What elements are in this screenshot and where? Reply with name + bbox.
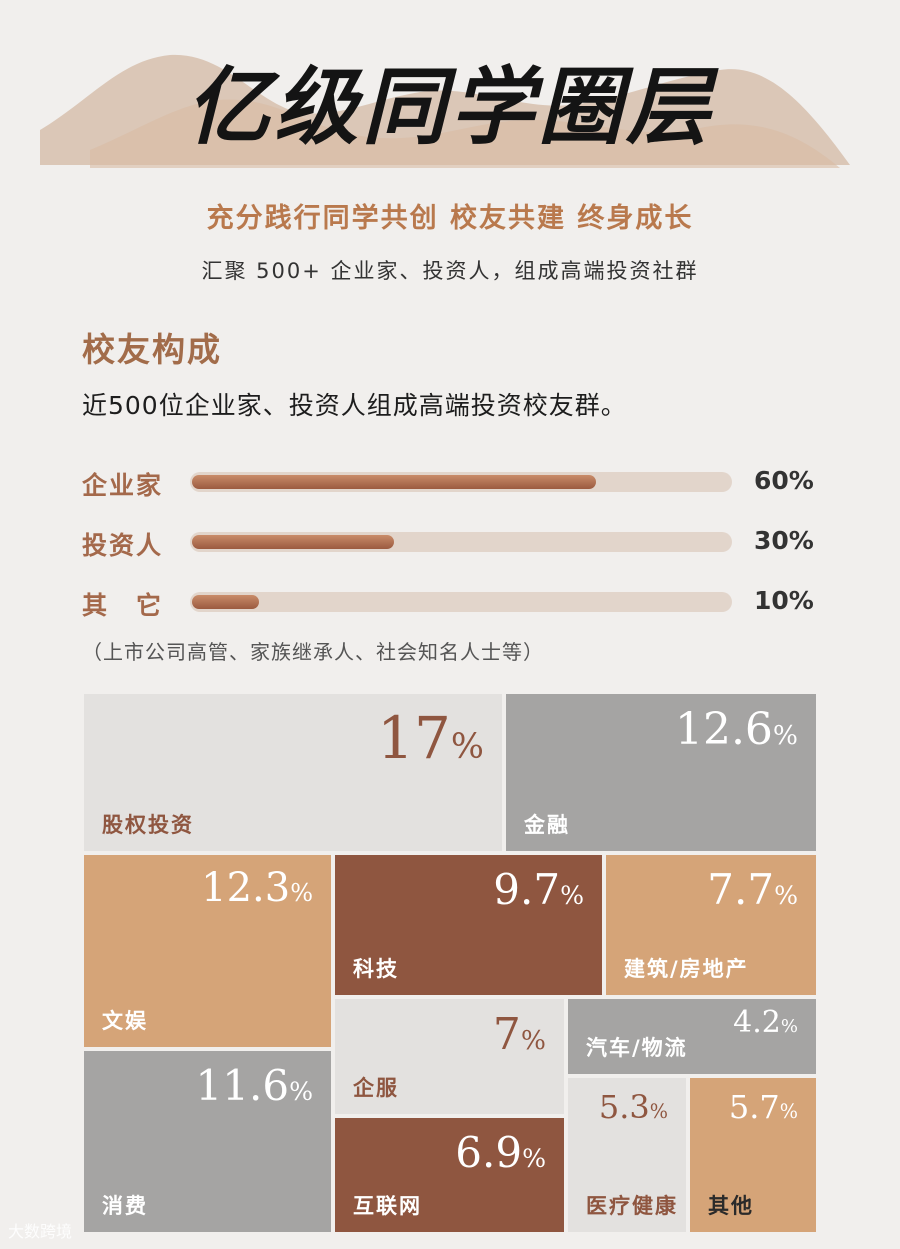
section-description: 近500位企业家、投资人组成高端投资校友群。 bbox=[82, 391, 627, 420]
treemap-label: 文娱 bbox=[102, 1009, 148, 1033]
bar-label: 其 它 bbox=[82, 591, 164, 620]
treemap-tile: 7.7% 建筑/房地产 bbox=[604, 853, 818, 997]
treemap-label: 建筑/房地产 bbox=[624, 957, 749, 981]
treemap-value: 12.3% bbox=[201, 865, 313, 911]
treemap-label: 互联网 bbox=[353, 1194, 422, 1218]
treemap-value-unit: % bbox=[780, 1016, 798, 1037]
treemap-value-number: 5.7 bbox=[728, 1088, 780, 1126]
treemap-tile: 17% 股权投资 bbox=[82, 692, 504, 853]
treemap-tile: 12.3% 文娱 bbox=[82, 853, 333, 1049]
treemap-label: 金融 bbox=[524, 813, 570, 837]
treemap-value-number: 11.6 bbox=[195, 1061, 290, 1110]
treemap-value: 9.7% bbox=[493, 865, 584, 914]
treemap-value-number: 12.6 bbox=[674, 704, 773, 755]
subtitle: 汇聚 500+ 企业家、投资人，组成高端投资社群 bbox=[201, 259, 699, 283]
bar-track bbox=[190, 592, 732, 612]
treemap-label: 科技 bbox=[353, 957, 399, 981]
page-title: 亿级同学圈层 bbox=[185, 57, 714, 156]
treemap-value-number: 6.9 bbox=[455, 1128, 523, 1177]
bar-row: 其 它 10% bbox=[82, 582, 822, 622]
bar-label: 企业家 bbox=[82, 471, 164, 500]
treemap-value-unit: % bbox=[520, 1025, 546, 1056]
treemap-tile: 7% 企服 bbox=[333, 997, 566, 1116]
treemap-value-unit: % bbox=[649, 1100, 668, 1123]
hero-banner: 亿级同学圈层 bbox=[0, 0, 900, 190]
treemap-value-unit: % bbox=[779, 1100, 798, 1123]
industry-treemap: 17% 股权投资 12.6% 金融 12.3% 文娱 9.7% 科技 7.7% 建筑/房地产 7% 企… bbox=[82, 692, 818, 1234]
treemap-value-number: 9.7 bbox=[493, 865, 561, 914]
treemap-value: 11.6% bbox=[196, 1061, 313, 1110]
treemap-value: 5.7% bbox=[729, 1088, 798, 1126]
treemap-value-number: 4.2 bbox=[733, 1005, 781, 1040]
treemap-value-unit: % bbox=[450, 727, 484, 767]
bar-value: 10% bbox=[754, 586, 814, 615]
treemap-tile: 5.7% 其他 bbox=[688, 1076, 818, 1234]
treemap-label: 股权投资 bbox=[102, 813, 194, 837]
treemap-value-number: 12.3 bbox=[201, 865, 291, 911]
treemap-label: 其他 bbox=[708, 1194, 754, 1218]
treemap-tile: 9.7% 科技 bbox=[333, 853, 604, 997]
treemap-label: 消费 bbox=[102, 1194, 148, 1218]
mountain-decoration bbox=[40, 54, 850, 168]
bar-label: 投资人 bbox=[82, 531, 164, 560]
bar-value: 60% bbox=[754, 466, 814, 495]
treemap-value: 4.2% bbox=[733, 1005, 798, 1040]
bar-track bbox=[190, 532, 732, 552]
bar-track bbox=[190, 472, 732, 492]
treemap-value-unit: % bbox=[774, 881, 798, 910]
bar-row: 投资人 30% bbox=[82, 522, 822, 562]
bar-row: 企业家 60% bbox=[82, 462, 822, 502]
treemap-value-number: 7 bbox=[492, 1009, 521, 1060]
treemap-label: 企服 bbox=[353, 1076, 399, 1100]
treemap-value: 12.6% bbox=[675, 704, 798, 755]
treemap-tile: 4.2% 汽车/物流 bbox=[566, 997, 818, 1076]
section-title: 校友构成 bbox=[82, 330, 222, 369]
treemap-tile: 12.6% 金融 bbox=[504, 692, 818, 853]
slogan: 充分践行同学共创 校友共建 终身成长 bbox=[206, 203, 694, 234]
treemap-value-number: 17 bbox=[377, 704, 451, 772]
treemap-value: 5.3% bbox=[599, 1088, 668, 1126]
treemap-value-number: 5.3 bbox=[598, 1088, 650, 1126]
treemap-value-unit: % bbox=[772, 720, 798, 751]
treemap-tile: 11.6% 消费 bbox=[82, 1049, 333, 1234]
treemap-value-unit: % bbox=[290, 879, 313, 907]
treemap-value-number: 7.7 bbox=[707, 865, 775, 914]
treemap-value-unit: % bbox=[560, 881, 584, 910]
bar-fill bbox=[192, 535, 394, 549]
treemap-value-unit: % bbox=[522, 1144, 546, 1173]
treemap-value: 6.9% bbox=[455, 1128, 546, 1177]
treemap-value-unit: % bbox=[289, 1077, 313, 1106]
bar-fill bbox=[192, 595, 259, 609]
bar-fill bbox=[192, 475, 596, 489]
treemap-value: 7% bbox=[493, 1009, 546, 1060]
others-note: （上市公司高管、家族继承人、社会知名人士等） bbox=[82, 640, 544, 664]
treemap-label: 医疗健康 bbox=[586, 1194, 678, 1218]
treemap-value: 17% bbox=[377, 704, 484, 772]
treemap-tile: 6.9% 互联网 bbox=[333, 1116, 566, 1234]
treemap-label: 汽车/物流 bbox=[586, 1036, 688, 1060]
bar-value: 30% bbox=[754, 526, 814, 555]
treemap-tile: 5.3% 医疗健康 bbox=[566, 1076, 688, 1234]
watermark: 大数跨境 bbox=[8, 1222, 73, 1241]
treemap-value: 7.7% bbox=[707, 865, 798, 914]
